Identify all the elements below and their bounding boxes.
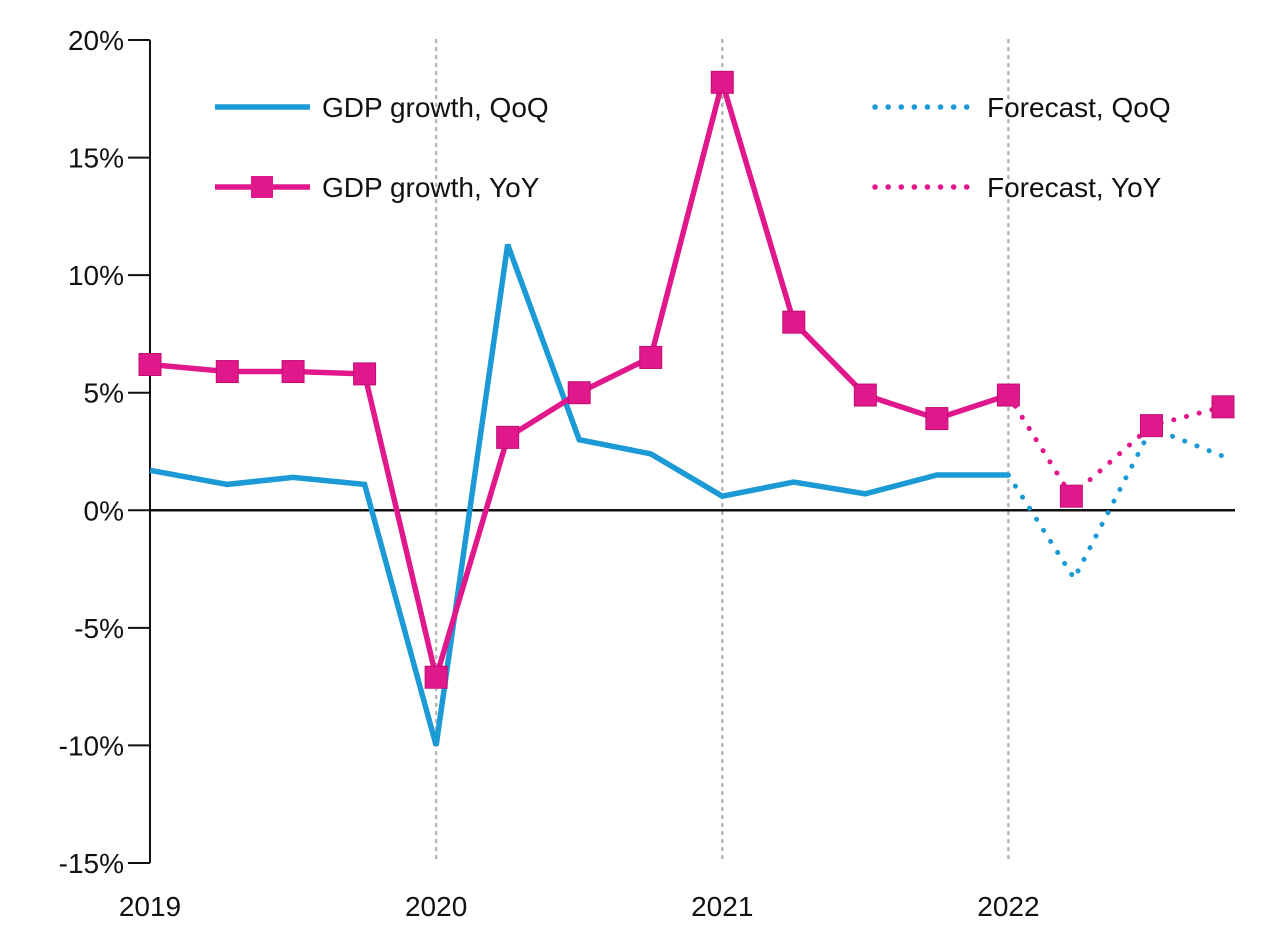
data-point-marker bbox=[138, 352, 162, 376]
legend-label-1: GDP growth, YoY bbox=[322, 172, 540, 203]
axis-layer: 20% 15% 10% 5% 0% -5% -10% -15% 2019 2020 2021 2022 bbox=[59, 25, 1235, 922]
grid-layer bbox=[434, 38, 1010, 865]
data-point-marker bbox=[215, 360, 239, 384]
data-point-marker bbox=[281, 360, 305, 384]
legend-marker bbox=[251, 176, 273, 198]
data-point-marker bbox=[1139, 414, 1163, 438]
data-point-marker bbox=[353, 362, 377, 386]
y-tick-label: 15% bbox=[68, 143, 124, 174]
data-point-marker bbox=[424, 665, 448, 689]
legend-label-0: GDP growth, QoQ bbox=[322, 92, 549, 123]
series-line-0 bbox=[149, 243, 1009, 747]
series-line-3 bbox=[1005, 392, 1226, 501]
y-tick-label: 10% bbox=[68, 260, 124, 291]
legend-label-2: Forecast, QoQ bbox=[987, 92, 1171, 123]
y-tick-label: 0% bbox=[84, 495, 124, 526]
legend-label-3: Forecast, YoY bbox=[987, 172, 1162, 203]
y-tick-label: -15% bbox=[59, 848, 124, 879]
data-point-marker bbox=[1211, 395, 1235, 419]
data-point-marker bbox=[710, 70, 734, 94]
x-tick-label: 2021 bbox=[691, 891, 753, 922]
data-point-marker bbox=[1059, 484, 1083, 508]
x-tick-label: 2022 bbox=[977, 891, 1039, 922]
series-layer bbox=[138, 70, 1235, 747]
y-tick-label: 5% bbox=[84, 378, 124, 409]
data-point-marker bbox=[782, 310, 806, 334]
y-tick-label: -10% bbox=[59, 730, 124, 761]
x-tick-label: 2019 bbox=[119, 891, 181, 922]
series-line-1 bbox=[149, 72, 1010, 688]
data-point-marker bbox=[496, 425, 520, 449]
y-tick-label: 20% bbox=[68, 25, 124, 56]
data-point-marker bbox=[567, 381, 591, 405]
data-point-marker bbox=[853, 383, 877, 407]
x-tick-label: 2020 bbox=[405, 891, 467, 922]
y-tick-label: -5% bbox=[74, 613, 124, 644]
data-point-marker bbox=[925, 407, 949, 431]
legend: GDP growth, QoQ GDP growth, YoY Forecast, … bbox=[215, 92, 1171, 203]
series-line-2 bbox=[1005, 424, 1226, 584]
data-point-marker bbox=[639, 345, 663, 369]
